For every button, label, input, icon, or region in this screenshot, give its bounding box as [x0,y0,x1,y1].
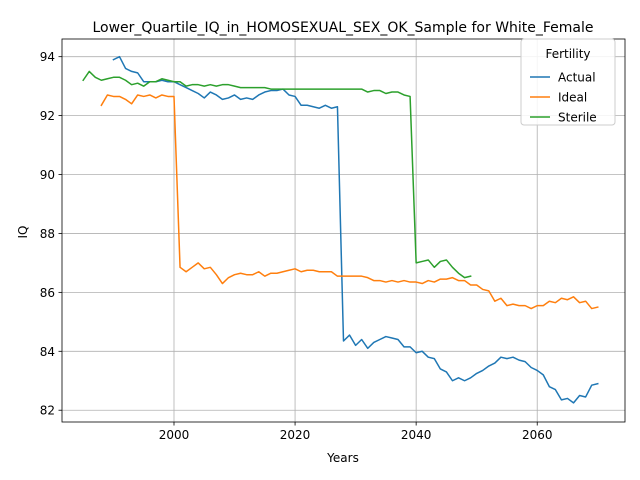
series-line-actual [112,55,599,404]
plot-frame [61,38,626,423]
x-tick-label: 2060 [522,428,553,442]
y-tick-label: 86 [40,286,55,300]
y-axis-label: IQ [16,226,30,239]
legend-entry-actual: Actual [558,71,596,85]
axis-ticks: 2000 2020 2040 2060 82 84 86 88 90 92 94 [40,50,553,442]
x-tick-label: 2020 [280,428,311,442]
y-tick-label: 88 [40,227,55,241]
y-tick-label: 90 [40,168,55,182]
x-axis-label: Years [326,451,359,465]
x-tick-label: 2000 [159,428,190,442]
legend-entry-ideal: Ideal [558,91,587,105]
legend-title: Fertility [545,47,590,61]
grid-lines [62,39,625,422]
series-line-sterile [82,70,472,279]
chart-title: Lower_Quartile_IQ_in_HOMOSEXUAL_SEX_OK_S… [92,20,593,36]
series-line-ideal [100,94,599,310]
legend-box [520,38,616,126]
y-tick-label: 82 [40,404,55,418]
series-lines [82,55,599,404]
y-tick-label: 84 [40,345,55,359]
y-tick-label: 94 [40,50,55,64]
y-tick-label: 92 [40,109,55,123]
x-tick-label: 2040 [401,428,432,442]
legend: Fertility Actual Ideal Sterile [520,38,616,126]
legend-entry-sterile: Sterile [558,111,597,125]
